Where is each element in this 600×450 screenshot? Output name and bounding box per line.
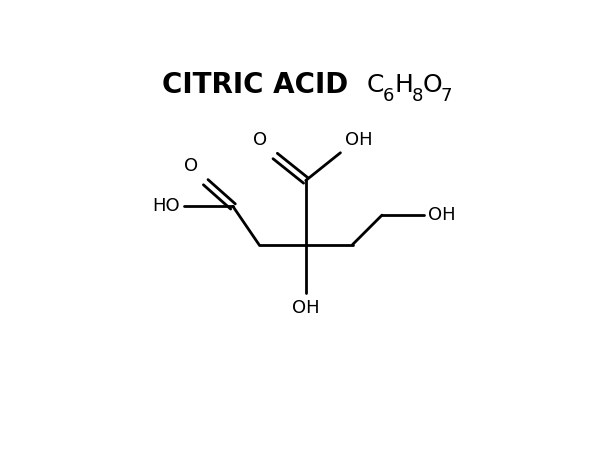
Text: HO: HO	[153, 198, 181, 216]
Text: C: C	[367, 73, 384, 97]
Text: O: O	[423, 73, 443, 97]
Text: O: O	[253, 130, 267, 148]
Text: 7: 7	[440, 86, 452, 104]
Text: OH: OH	[292, 299, 320, 317]
Text: 6: 6	[383, 86, 394, 104]
Text: CITRIC ACID: CITRIC ACID	[162, 71, 348, 99]
Text: O: O	[184, 157, 197, 175]
Text: OH: OH	[428, 206, 455, 224]
Text: 8: 8	[412, 86, 423, 104]
Text: H: H	[395, 73, 413, 97]
Text: OH: OH	[344, 130, 372, 148]
